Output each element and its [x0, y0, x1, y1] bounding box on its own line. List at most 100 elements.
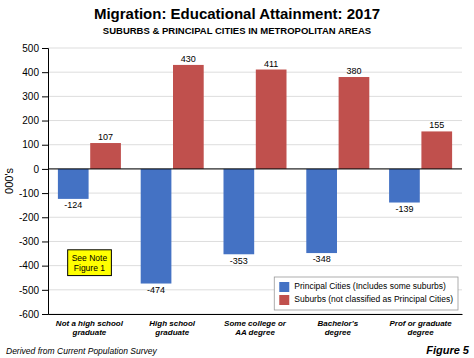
y-tick-mark	[42, 72, 48, 73]
legend-swatch	[279, 295, 289, 305]
y-tick: -600	[19, 309, 48, 320]
bar	[58, 169, 89, 199]
x-tick-label: Bachelor'sdegree	[318, 319, 359, 337]
bar	[389, 169, 420, 203]
chart: Migration: Educational Attainment: 2017 S…	[0, 0, 474, 358]
bar	[90, 143, 121, 169]
y-tick: 400	[22, 67, 48, 78]
y-tick-mark	[42, 121, 48, 122]
y-tick: 200	[22, 115, 48, 126]
grid-line	[48, 72, 462, 73]
bar	[306, 169, 337, 253]
y-tick-mark	[42, 290, 48, 291]
note-text: See NoteFigure 1	[72, 253, 108, 273]
grid-line	[48, 96, 462, 97]
x-tick: High schoolgraduate	[149, 319, 196, 337]
legend-item: Principal Cities (Includes some suburbs)	[279, 281, 446, 292]
x-tick-label-line: Bachelor's	[318, 319, 359, 328]
bar-series	[90, 65, 452, 169]
x-tick: Some college orAA degree	[224, 319, 287, 337]
bar	[173, 65, 204, 169]
x-tick-label-line: Not a high school	[56, 319, 124, 328]
data-label: -348	[313, 254, 331, 264]
title: Migration: Educational Attainment: 2017	[94, 5, 380, 22]
data-label: 107	[98, 132, 113, 142]
grid	[48, 48, 462, 314]
x-tick-label: Prof or graduatedegree	[389, 319, 452, 337]
y-tick-label: 200	[22, 115, 39, 126]
y-tick: 300	[22, 91, 48, 102]
data-label: 411	[264, 59, 278, 69]
x-tick: Bachelor'sdegree	[318, 319, 359, 337]
y-tick-mark	[42, 241, 48, 242]
x-axis: Not a high schoolgraduateHigh schoolgrad…	[49, 315, 463, 337]
y-tick-label: 100	[22, 139, 39, 150]
bar	[339, 77, 370, 169]
footnote: Derived from Current Population Survey	[6, 346, 157, 356]
y-axis-line	[42, 49, 49, 315]
grid-line	[48, 314, 462, 315]
bar	[141, 169, 172, 284]
x-tick-label: Not a high schoolgraduate	[56, 319, 124, 337]
x-tick-label-line: graduate	[72, 328, 107, 337]
y-tick: -500	[19, 285, 48, 296]
y-tick-mark	[42, 217, 48, 218]
grid-line	[48, 217, 462, 218]
data-labels: -124-474-353-348-139107430411380155	[64, 54, 444, 295]
legend: Principal Cities (Includes some suburbs)…	[274, 277, 458, 310]
y-tick-label: 400	[22, 67, 39, 78]
y-tick-mark	[42, 314, 48, 315]
y-tick: 100	[22, 139, 48, 150]
note-box	[68, 250, 112, 276]
x-tick-label-line: graduate	[154, 328, 189, 337]
grid-line	[48, 48, 462, 49]
y-tick: -400	[19, 260, 48, 271]
y-tick-mark	[42, 169, 48, 170]
figure-label: Figure 5	[426, 344, 470, 356]
legend-item: Suburbs (not classified as Principal Cit…	[279, 294, 453, 305]
bar	[223, 169, 254, 254]
y-tick: -100	[19, 188, 48, 199]
data-label: 430	[181, 54, 196, 64]
y-tick-label: 500	[22, 43, 39, 54]
y-tick-label: -600	[19, 309, 39, 320]
y-tick: 0	[33, 164, 48, 175]
bar-series	[58, 169, 420, 284]
x-tick-label-line: Some college or	[224, 319, 287, 328]
data-label: -353	[230, 256, 248, 266]
grid-line	[48, 120, 462, 121]
note-text-line: See Note	[72, 253, 108, 263]
x-tick: Not a high schoolgraduate	[56, 319, 124, 337]
y-tick-label: -500	[19, 285, 39, 296]
y-tick-label: 300	[22, 91, 39, 102]
legend-box	[274, 277, 458, 310]
subtitle: SUBURBS & PRINCIPAL CITIES IN METROPOLIT…	[103, 25, 371, 36]
y-tick-label: -300	[19, 236, 39, 247]
x-tick-label: High schoolgraduate	[149, 319, 196, 337]
y-tick-mark	[42, 145, 48, 146]
y-tick: -300	[19, 236, 48, 247]
x-tick: Prof or graduatedegree	[389, 319, 452, 337]
x-tick-label-line: AA degree	[234, 328, 275, 337]
y-tick-label: -200	[19, 212, 39, 223]
x-tick-label-line: degree	[407, 328, 434, 337]
data-label: -139	[395, 204, 413, 214]
bar	[421, 131, 452, 168]
y-tick-label: -100	[19, 188, 39, 199]
y-tick-label: 0	[33, 164, 39, 175]
zero-line	[48, 168, 462, 169]
bars	[58, 65, 452, 284]
data-label: 155	[429, 120, 444, 130]
y-tick-label: -400	[19, 260, 39, 271]
data-label: 380	[346, 66, 361, 76]
grid-line	[48, 241, 462, 242]
note: See NoteFigure 1	[68, 250, 112, 276]
x-axis-line	[49, 314, 463, 315]
x-tick-label-line: Prof or graduate	[389, 319, 452, 328]
x-tick-label: Some college orAA degree	[224, 319, 287, 337]
note-text-line: Figure 1	[74, 263, 105, 273]
y-tick-mark	[42, 193, 48, 194]
grid-line	[48, 168, 462, 169]
y-tick: 500	[22, 43, 48, 54]
y-tick: -200	[19, 212, 48, 223]
